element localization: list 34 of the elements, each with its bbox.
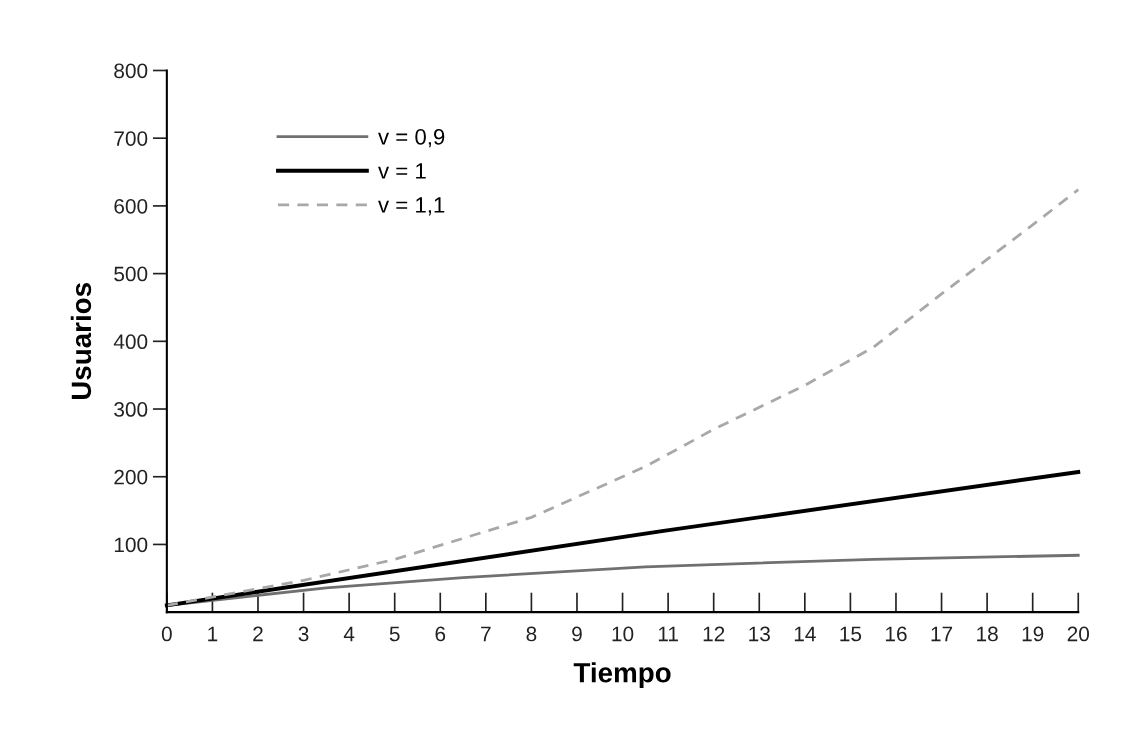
x-tick-label: 11 <box>658 626 678 642</box>
x-tick-label: 16 <box>885 626 907 642</box>
x-tick-label: 8 <box>526 626 537 642</box>
x-tick-label: 5 <box>389 626 400 642</box>
x-axis-title: Tiempo <box>573 662 671 689</box>
x-tick-label: 13 <box>749 626 770 642</box>
x-tick-label: 7 <box>481 626 491 642</box>
legend-label: v = 1 <box>378 163 426 179</box>
y-tick-label: 400 <box>113 334 148 350</box>
x-tick-label: 1 <box>208 626 218 642</box>
x-tick-label: 6 <box>435 626 446 642</box>
x-tick-label: 4 <box>343 626 355 642</box>
x-tick-label: 14 <box>794 626 816 642</box>
x-tick-label: 20 <box>1067 626 1090 642</box>
y-tick-label: 600 <box>114 198 148 214</box>
y-tick-label: 300 <box>114 402 148 417</box>
y-tick-label: 500 <box>114 266 148 282</box>
x-tick-label: 12 <box>703 626 725 642</box>
legend-label: v = 1,1 <box>378 197 445 216</box>
y-tick-label: 700 <box>114 131 148 146</box>
y-axis-title: Usuarios <box>70 283 92 400</box>
x-tick-label: 17 <box>931 626 953 642</box>
x-tick-label: 15 <box>840 626 862 642</box>
y-tick-label: 200 <box>114 469 148 485</box>
x-tick-label: 3 <box>298 626 309 642</box>
x-tick-label: 19 <box>1022 626 1044 642</box>
x-tick-label: 18 <box>977 626 998 642</box>
legend-label: v = 0,9 <box>378 128 445 148</box>
x-tick-label: 9 <box>572 626 582 642</box>
x-tick-label: 0 <box>161 626 172 642</box>
x-tick-label: 10 <box>612 626 634 642</box>
y-tick-label: 100 <box>114 537 148 553</box>
x-tick-label: 2 <box>253 626 263 642</box>
y-tick-label: 800 <box>114 63 148 79</box>
